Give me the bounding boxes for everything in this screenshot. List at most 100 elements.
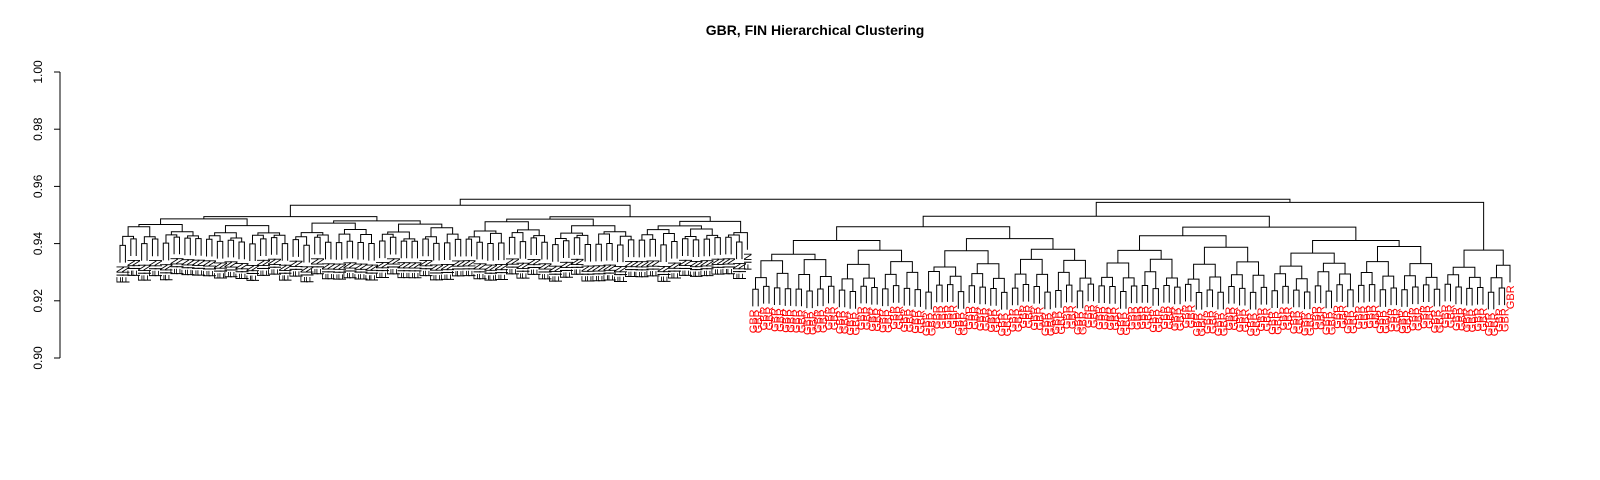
leaf-label: FIN — [174, 257, 186, 275]
leaf-label: FIN — [531, 258, 543, 276]
dendrogram-branch — [1036, 273, 1049, 293]
dendrogram-branch — [1079, 277, 1092, 292]
dendrogram-branch — [914, 289, 921, 307]
leaf-label: FIN — [580, 265, 592, 283]
dendrogram-branch — [892, 285, 900, 303]
dendrogram-branch — [468, 236, 481, 243]
dendrogram-branch — [903, 287, 911, 306]
leaf-label: GBR — [1105, 307, 1117, 331]
leaf-label: FIN — [147, 259, 159, 277]
leaf-label: GBR — [1235, 308, 1247, 332]
leaf-label: GBR — [975, 307, 987, 331]
leaf-label: FIN — [461, 259, 473, 277]
leaf-label: FIN — [710, 258, 722, 276]
dendrogram-branch — [692, 239, 700, 258]
leaf-label: FIN — [623, 260, 635, 278]
dendrogram-branch — [333, 220, 421, 225]
leaf-label: GBR — [818, 309, 830, 333]
dendrogram-branch — [1412, 286, 1419, 305]
leaf-label: FIN — [196, 259, 208, 277]
leaf-label: GBR — [1267, 311, 1279, 335]
dendrogram-branch — [1252, 274, 1265, 293]
dendrogram-branch — [1014, 273, 1027, 289]
dendrogram-branch — [1195, 291, 1203, 310]
dendrogram-branch — [122, 235, 135, 246]
dendrogram-branch — [1303, 291, 1311, 310]
leaf-label: GBR — [1321, 311, 1333, 335]
dendrogram-branch — [227, 239, 235, 258]
leaf-label: FIN — [353, 263, 365, 281]
dendrogram-branch — [1317, 271, 1330, 292]
dendrogram-branch — [381, 233, 394, 241]
leaf-label: FIN — [559, 261, 571, 279]
dendrogram-branch — [1066, 284, 1073, 303]
dendrogram-branch — [1057, 271, 1070, 291]
dendrogram-branch — [1282, 285, 1289, 304]
leaf-label: GBR — [1051, 311, 1063, 335]
dendrogram-branch — [1312, 239, 1400, 254]
dendrogram-branch — [703, 238, 711, 257]
leaf-label: FIN — [266, 258, 278, 276]
dendrogram-branch — [660, 244, 667, 263]
dendrogram-branch — [1163, 284, 1170, 303]
dendrogram-branch — [170, 231, 194, 236]
dendrogram-branch — [841, 278, 854, 292]
dendrogram-branch — [552, 244, 559, 262]
leaf-label: GBR — [1110, 307, 1122, 331]
leaf-label: FIN — [191, 259, 203, 277]
leaf-label: FIN — [672, 262, 684, 280]
dendrogram-branch — [119, 244, 126, 263]
dendrogram-branch — [1463, 249, 1504, 268]
leaf-label: GBR — [1359, 305, 1371, 329]
leaf-label: FIN — [402, 261, 414, 279]
leaf-label: FIN — [250, 264, 262, 282]
leaf-label: GBR — [861, 306, 873, 330]
leaf-label: GBR — [932, 305, 944, 329]
leaf-label: GBR — [1397, 310, 1409, 334]
dendrogram-branch — [1249, 291, 1257, 310]
leaf-label: GBR — [1310, 306, 1322, 330]
leaf-label: FIN — [548, 265, 560, 283]
dendrogram-branch — [992, 277, 1005, 293]
leaf-label: GBR — [953, 312, 965, 336]
leaf-label: FIN — [607, 264, 619, 282]
leaf-label: GBR — [775, 308, 787, 332]
leaf-label: FIN — [234, 262, 246, 280]
leaf-label: GBR — [878, 309, 890, 333]
leaf-label: GBR — [1494, 308, 1506, 332]
dendrogram-branch — [871, 287, 878, 305]
leaf-label: FIN — [212, 262, 224, 280]
y-tick-label: 1.00 — [31, 60, 45, 84]
leaf-label: GBR — [1175, 307, 1187, 331]
leaf-label: GBR — [1067, 305, 1079, 329]
leaf-label: GBR — [780, 309, 792, 333]
dendrogram-branch — [473, 230, 497, 237]
leaf-label: GBR — [943, 305, 955, 329]
dendrogram-branch — [965, 238, 1054, 251]
dendrogram-branch — [1011, 287, 1019, 306]
dendrogram-branch — [292, 239, 299, 257]
leaf-label: GBR — [1483, 312, 1495, 336]
leaf-label: FIN — [504, 258, 516, 276]
dendrogram-branch — [727, 234, 740, 242]
dendrogram-branch — [387, 231, 410, 239]
dendrogram-branch — [979, 286, 986, 305]
dendrogram-branch — [160, 218, 248, 226]
dendrogram-branch — [459, 198, 1291, 206]
leaf-label: FIN — [299, 265, 311, 283]
dendrogram-branch — [1490, 277, 1503, 293]
dendrogram-branch — [1087, 283, 1095, 302]
dendrogram-branch — [828, 285, 835, 304]
leaf-label: FIN — [412, 261, 424, 279]
dendrogram-branch — [1495, 264, 1511, 283]
dendrogram-branch — [1290, 252, 1335, 267]
dendrogram-branch — [684, 236, 697, 240]
dendrogram-branch — [1325, 290, 1333, 309]
leaf-label: GBR — [986, 309, 998, 333]
leaf-label: GBR — [1137, 306, 1149, 330]
leaf-label: FIN — [358, 263, 370, 281]
leaf-label: GBR — [1116, 312, 1128, 336]
dendrogram-branch — [846, 263, 870, 279]
dendrogram-branch — [860, 285, 867, 304]
dendrogram-branch — [1239, 287, 1246, 306]
